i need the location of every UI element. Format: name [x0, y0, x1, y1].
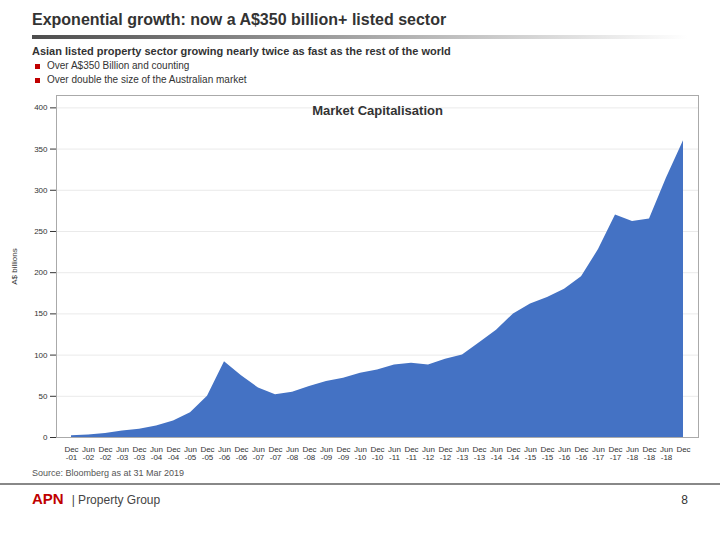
svg-text:50: 50	[39, 392, 48, 401]
svg-text:Dec-03: Dec-03	[132, 445, 146, 462]
html-text:Over A$350 Billion and countin: Over A$350 Billion and counting	[47, 60, 190, 71]
svg-text:Jun-11: Jun-11	[388, 445, 401, 462]
svg-text:Dec: Dec	[676, 445, 690, 454]
svg-text:Jun-04: Jun-04	[150, 445, 163, 462]
svg-text:Jun-07: Jun-07	[252, 445, 265, 462]
svg-text:Jun-12: Jun-12	[422, 445, 435, 462]
svg-text:Jun-17: Jun-17	[592, 445, 605, 462]
svg-text:250: 250	[34, 227, 48, 236]
html-text:Exponential growth: now a A$35: Exponential growth: now a A$350 billion+…	[32, 11, 447, 28]
svg-text:Dec-09: Dec-09	[336, 445, 350, 462]
svg-text:Jun-15: Jun-15	[524, 445, 537, 462]
svg-text:150: 150	[34, 309, 48, 318]
svg-text:Jun-09: Jun-09	[320, 445, 333, 462]
svg-text:Dec-10: Dec-10	[370, 445, 384, 462]
svg-text:Jun-03: Jun-03	[116, 445, 129, 462]
svg-text:Dec-08: Dec-08	[302, 445, 316, 462]
svg-text:0: 0	[43, 433, 48, 442]
svg-text:400: 400	[34, 103, 48, 112]
svg-text:Jun-18: Jun-18	[660, 445, 673, 462]
svg-text:Jun-08: Jun-08	[286, 445, 299, 462]
html-text:Over double the size of the Au: Over double the size of the Australian m…	[47, 74, 247, 85]
svg-text:Jun-18: Jun-18	[626, 445, 639, 462]
svg-text:Dec-07: Dec-07	[268, 445, 282, 462]
svg-text:Dec-04: Dec-04	[166, 445, 180, 462]
svg-text:Jun-16: Jun-16	[558, 445, 571, 462]
svg-text:Market Capitalisation: Market Capitalisation	[312, 103, 443, 118]
html-text:APN: APN	[32, 490, 64, 507]
svg-text:Jun-06: Jun-06	[218, 445, 231, 462]
svg-text:Dec-15: Dec-15	[540, 445, 554, 462]
svg-text:Dec-01: Dec-01	[64, 445, 78, 462]
svg-text:Dec-11: Dec-11	[404, 445, 418, 462]
html-text:8: 8	[681, 493, 688, 507]
html-text:| Property Group: | Property Group	[71, 493, 161, 507]
html-text:Source: Bloomberg as at 31 Mar: Source: Bloomberg as at 31 Mar 2019	[32, 468, 185, 478]
svg-text:Dec-02: Dec-02	[98, 445, 112, 462]
svg-text:Dec-17: Dec-17	[608, 445, 622, 462]
svg-text:200: 200	[34, 268, 48, 277]
svg-text:Jun-14: Jun-14	[490, 445, 503, 462]
svg-text:Dec-05: Dec-05	[200, 445, 214, 462]
svg-text:Dec-12: Dec-12	[438, 445, 452, 462]
svg-text:Dec-06: Dec-06	[234, 445, 248, 462]
svg-text:Dec-18: Dec-18	[642, 445, 656, 462]
svg-text:Jun-10: Jun-10	[354, 445, 367, 462]
svg-text:A$ billions: A$ billions	[10, 248, 19, 284]
svg-text:Jun-05: Jun-05	[184, 445, 197, 462]
svg-text:Dec-13: Dec-13	[472, 445, 486, 462]
html-text:Asian listed property sector g: Asian listed property sector growing nea…	[32, 45, 451, 57]
svg-text:Jun-13: Jun-13	[456, 445, 469, 462]
svg-text:350: 350	[34, 145, 48, 154]
svg-text:100: 100	[34, 351, 48, 360]
svg-text:Dec-16: Dec-16	[574, 445, 588, 462]
svg-text:Dec-14: Dec-14	[506, 445, 520, 462]
svg-text:300: 300	[34, 186, 48, 195]
svg-text:Jun-02: Jun-02	[82, 445, 95, 462]
